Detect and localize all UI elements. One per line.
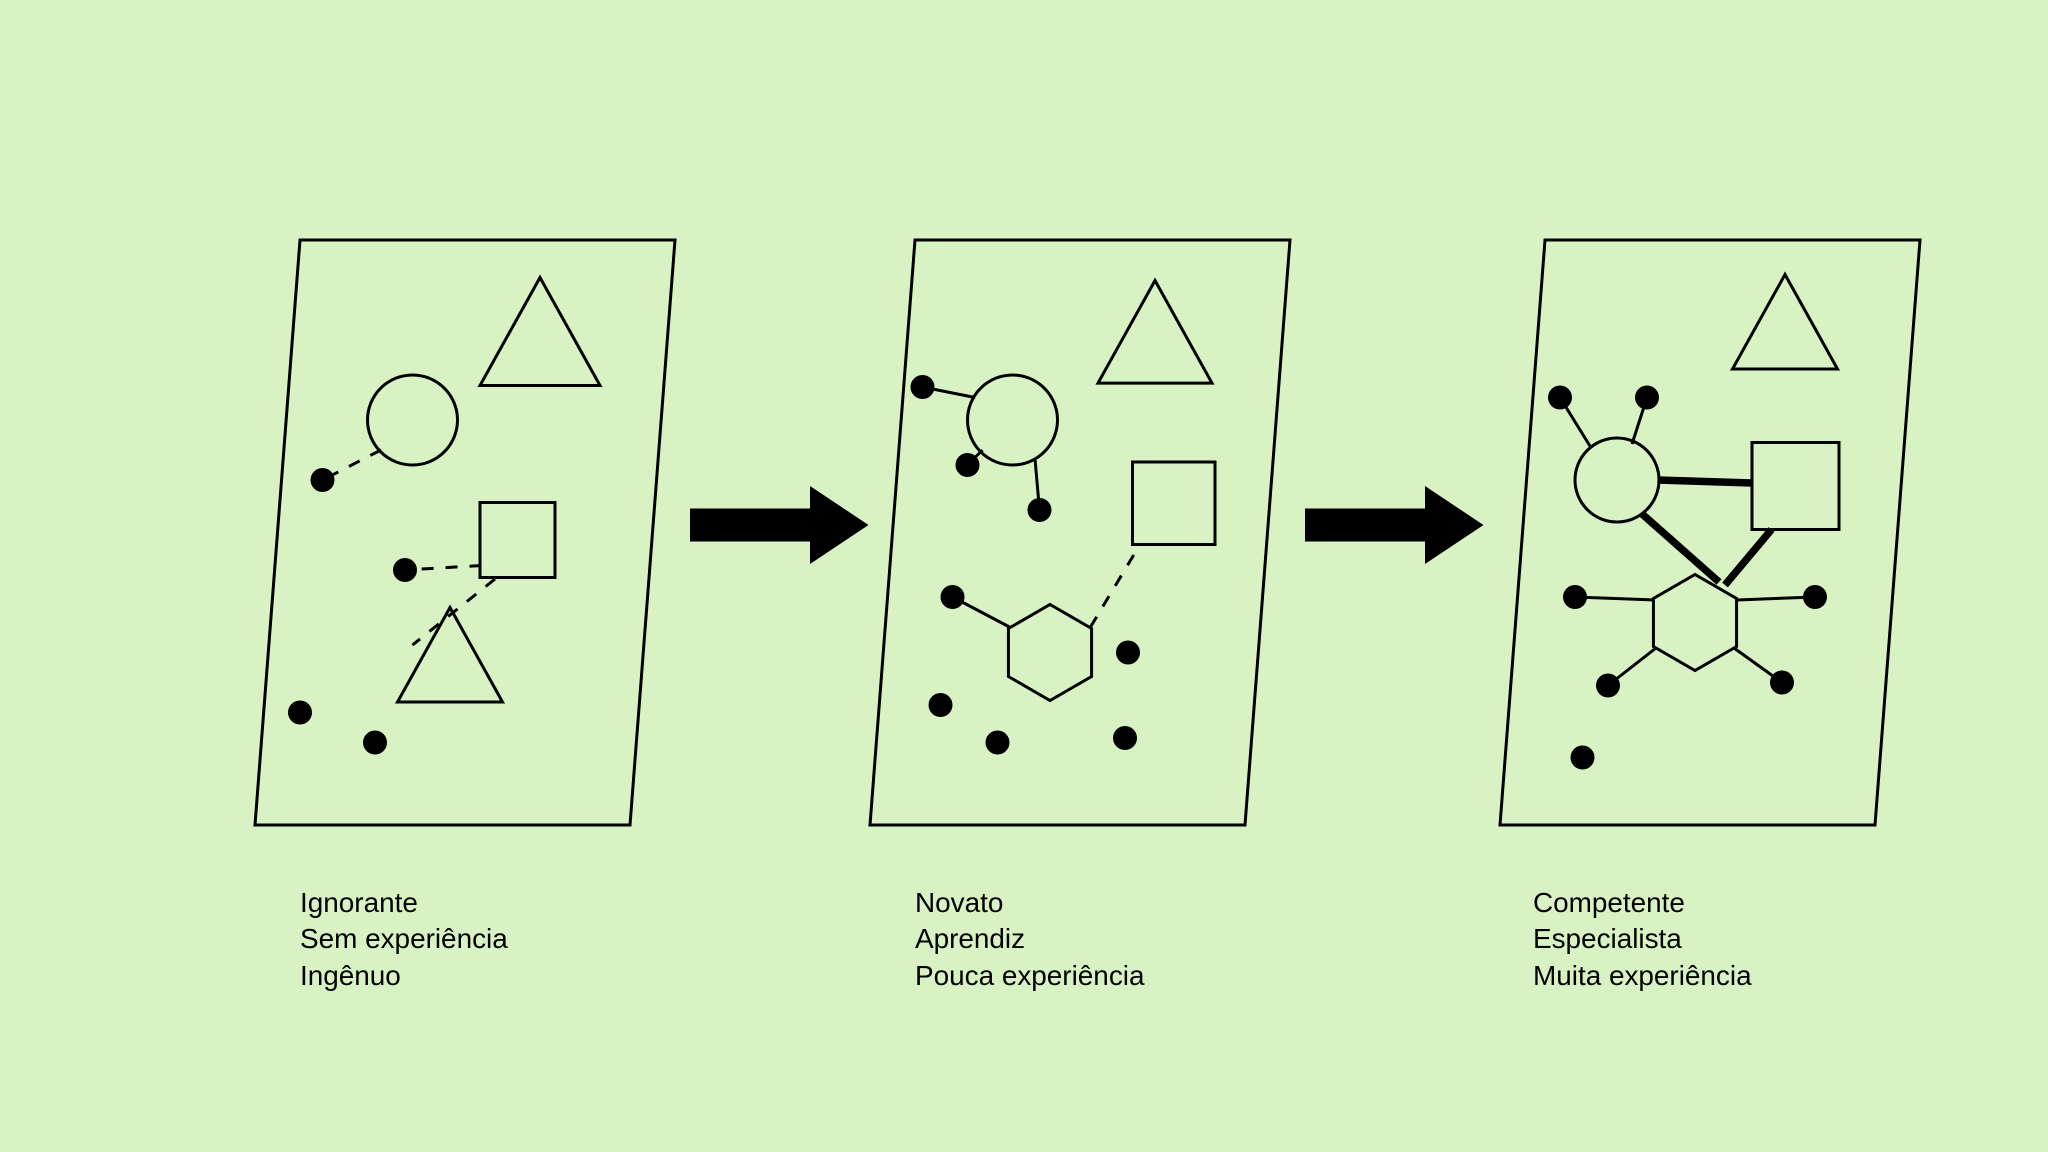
panel-3-label-line: Competente xyxy=(1533,885,1752,921)
panel-2-label-line: Novato xyxy=(915,885,1144,921)
panel-1-label-line: Sem experiência xyxy=(300,921,508,957)
panel-label-2: NovatoAprendizPouca experiência xyxy=(915,885,1144,994)
panel-1-label-line: Ignorante xyxy=(300,885,508,921)
panel-2-label-line: Aprendiz xyxy=(915,921,1144,957)
panel-label-3: CompetenteEspecialistaMuita experiência xyxy=(1533,885,1752,994)
panel-label-1: IgnoranteSem experiênciaIngênuo xyxy=(300,885,508,994)
panel-3-label-line: Muita experiência xyxy=(1533,958,1752,994)
panel-1-label-line: Ingênuo xyxy=(300,958,508,994)
panel-2-label-line: Pouca experiência xyxy=(915,958,1144,994)
panel-3-label-line: Especialista xyxy=(1533,921,1752,957)
